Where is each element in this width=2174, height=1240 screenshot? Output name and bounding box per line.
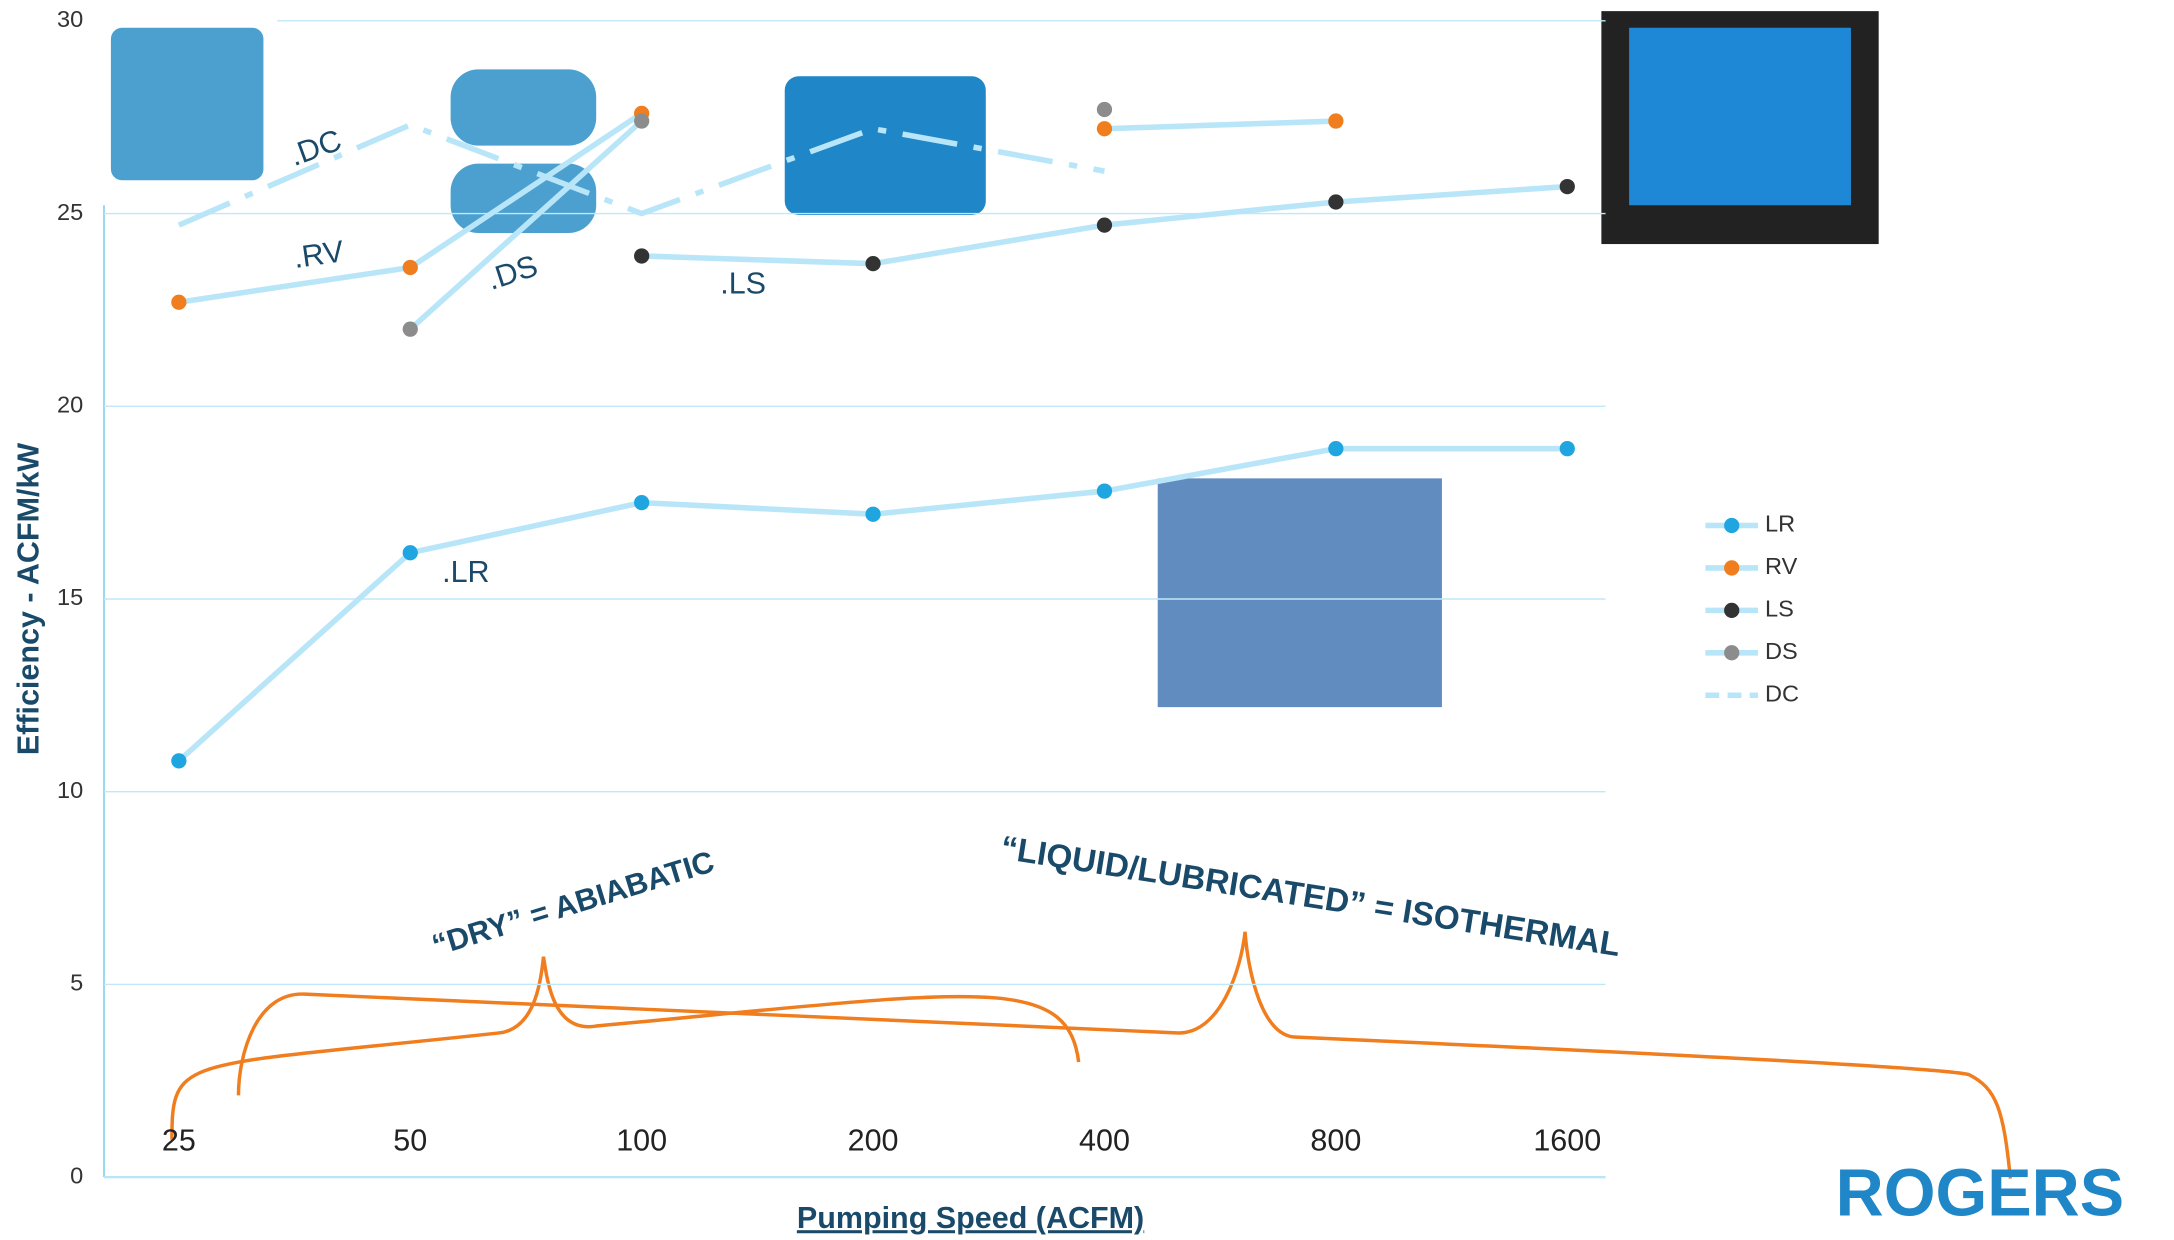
data-point (171, 295, 186, 310)
data-point (403, 260, 418, 275)
data-point (1097, 217, 1112, 232)
data-point (171, 753, 186, 768)
data-point (865, 507, 880, 522)
legend-marker (1724, 560, 1739, 575)
x-tick-label: 200 (848, 1124, 899, 1158)
legend-marker (1724, 518, 1739, 533)
data-point (403, 322, 418, 337)
chart: “DRY” = ABIABATIC “LIQUID/LUBRICATED” = … (0, 0, 2174, 1240)
data-point (1097, 483, 1112, 498)
series-line (410, 121, 641, 329)
x-tick-label: 100 (616, 1124, 667, 1158)
legend-marker (1724, 645, 1739, 660)
annotation: .LR (442, 555, 489, 589)
data-point (634, 495, 649, 510)
image (451, 69, 597, 145)
y-tick-label: 0 (70, 1162, 83, 1188)
annotation: .LS (720, 267, 766, 301)
legend-label: DS (1765, 638, 1798, 664)
x-tick-label: 25 (162, 1124, 196, 1158)
image (1158, 478, 1442, 707)
data-point (1560, 179, 1575, 194)
data-point (1328, 194, 1343, 209)
annotation: .RV (291, 234, 346, 275)
image (451, 164, 597, 233)
data-point (1097, 121, 1112, 136)
y-tick-label: 15 (57, 584, 83, 610)
annotation: “DRY” = ABIABATIC (428, 845, 718, 963)
legend-label: RV (1765, 553, 1798, 579)
data-point (865, 256, 880, 271)
image (1629, 28, 1851, 205)
x-tick-label: 1600 (1533, 1124, 1601, 1158)
y-axis-label: Efficiency - ACFM/kW (12, 443, 46, 756)
y-tick-label: 30 (57, 6, 83, 32)
x-tick-label: 400 (1079, 1124, 1130, 1158)
data-point (1560, 441, 1575, 456)
annotation: “LIQUID/LUBRICATED” = ISOTHERMAL (998, 829, 1623, 964)
data-point (1328, 441, 1343, 456)
legend-label: LR (1765, 511, 1795, 537)
legend-label: DC (1765, 680, 1799, 706)
y-tick-label: 25 (57, 199, 83, 225)
data-point (1328, 113, 1343, 128)
legend-label: LS (1765, 596, 1794, 622)
series-line (1104, 121, 1335, 129)
product-images (111, 11, 1879, 707)
legend-marker (1724, 603, 1739, 618)
x-tick-label: 50 (393, 1124, 427, 1158)
image (111, 28, 264, 181)
y-tick-label: 5 (70, 970, 83, 996)
x-tick-label: 800 (1310, 1124, 1361, 1158)
x-axis-label: Pumping Speed (ACFM) (797, 1201, 1144, 1235)
data-point (634, 113, 649, 128)
logo: ROGERS (1836, 1157, 2124, 1231)
data-point (1097, 102, 1112, 117)
y-tick-label: 10 (57, 777, 83, 803)
data-point (634, 248, 649, 263)
data-point (403, 545, 418, 560)
y-tick-label: 20 (57, 391, 83, 417)
